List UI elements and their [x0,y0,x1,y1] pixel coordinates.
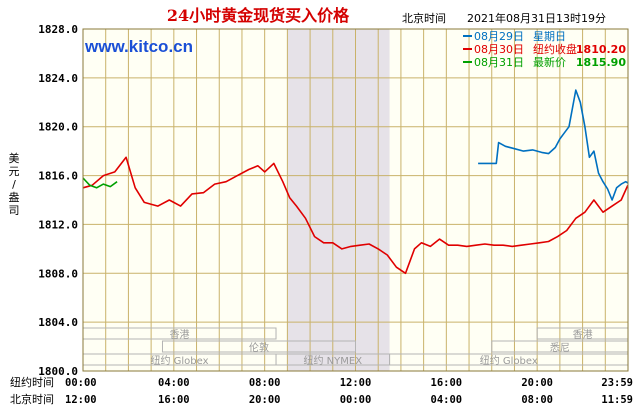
timezone-label: 北京时间 [402,11,446,25]
session-label: 纽约 Globex [150,354,208,367]
y-tick-label: 1804.0 [38,316,78,329]
session-label: 伦敦 [249,341,269,354]
x-tick-label: 08:00 [249,377,281,389]
nymex-shaded-region [287,29,390,371]
x-tick-label: 11:59 [601,394,633,406]
x-tick-label: 00:00 [65,377,97,389]
session-label: 纽约 Globex [480,354,538,367]
legend-value: 1815.90 [576,56,626,69]
x-tick-label: 20:00 [249,394,281,406]
timestamp: 2021年08月31日13时19分 [467,11,606,25]
y-tick-label: 1812.0 [38,218,78,231]
legend-text: 星期日 [533,30,566,43]
x-axis-row-label: 纽约时间 [10,375,54,389]
legend-date: 08月29日 [474,30,524,43]
series-line [478,89,629,201]
session-label: 香港 [170,329,190,341]
y-tick-label: 1800.0 [38,365,78,378]
x-tick-label: 08:00 [521,394,553,406]
session-label: 香港 [573,329,593,341]
x-tick-label: 00:00 [340,394,372,406]
y-tick-label: 1816.0 [38,170,78,183]
series-line [82,156,629,275]
legend-date: 08月30日 [474,43,524,56]
x-tick-label: 16:00 [158,394,190,406]
session-label: 悉尼 [550,342,570,354]
y-tick-label: 1820.0 [38,121,78,134]
y-tick-label: 1808.0 [38,267,78,280]
legend-date: 08月31日 [474,56,524,69]
x-tick-label: 20:00 [521,377,553,389]
site-watermark: www.kitco.cn [84,37,193,56]
legend-text: 最新价 [533,55,566,69]
legend-value: 1810.20 [576,43,626,56]
session-label: 纽约 NYMEX [304,354,363,367]
x-tick-label: 04:00 [158,377,190,389]
price-lines [82,89,629,275]
session-box [161,340,356,353]
plot-border [82,28,629,372]
legend-text: 纽约收盘 [533,42,577,56]
series-line [82,177,118,189]
x-tick-label: 16:00 [431,377,463,389]
x-axis-row-label: 北京时间 [10,392,54,406]
x-tick-label: 12:00 [340,377,372,389]
x-tick-label: 23:59 [601,377,633,389]
y-tick-label: 1828.0 [38,23,78,36]
x-tick-label: 04:00 [431,394,463,406]
chart-axes: 1828.0 1824.0 1820.0 1816.0 1812.0 1808.0 1804… [9,23,634,406]
x-tick-label: 12:00 [65,394,97,406]
chart-title: 24小时黄金现货买入价格 [167,6,350,25]
y-tick-label: 1824.0 [38,72,78,85]
y-axis-label: 美元/盎司 [9,152,20,217]
